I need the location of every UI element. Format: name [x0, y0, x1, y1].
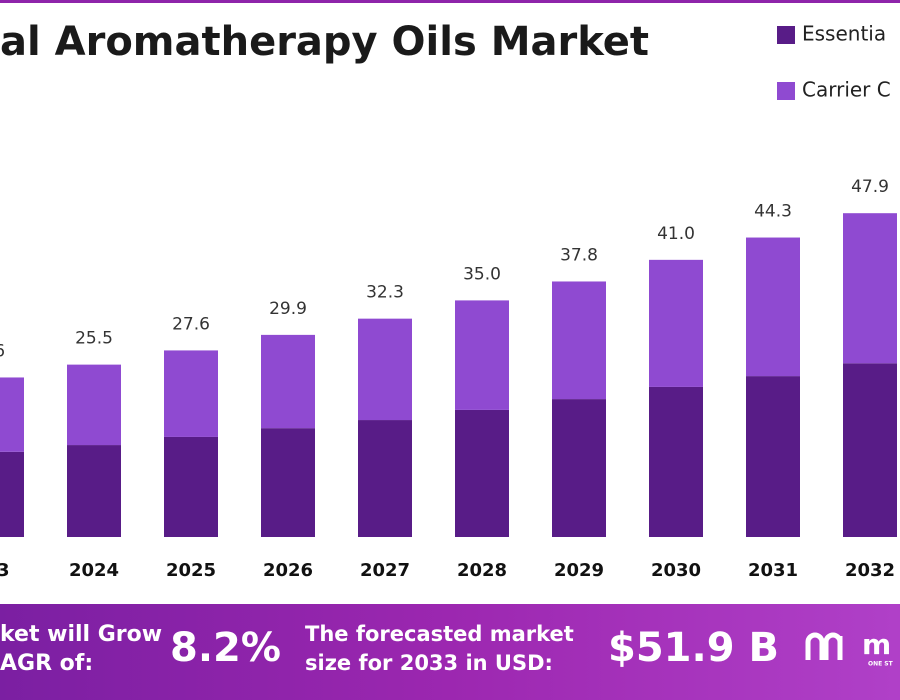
logo-sub: ONE ST [868, 661, 894, 668]
total-label: 35.0 [463, 264, 501, 284]
total-label: 32.3 [366, 283, 404, 303]
bar-segment [843, 213, 897, 364]
logo-icon [805, 632, 843, 660]
total-label: 44.3 [754, 202, 792, 222]
bar-segment [358, 420, 412, 537]
banner-text: AGR of: [0, 651, 93, 676]
bar-segment [455, 409, 509, 537]
top-border [0, 0, 900, 3]
x-tick-label: 2027 [360, 560, 410, 581]
bar-segment [746, 237, 800, 377]
bar-segment [843, 363, 897, 537]
market-size: $51.9 B [608, 625, 779, 671]
chart-title: al Aromatherapy Oils Market [0, 19, 649, 65]
x-tick-label: 2032 [845, 560, 895, 581]
x-tick-label: 2025 [166, 560, 216, 581]
total-label: 27.6 [172, 314, 210, 334]
logo: m [862, 628, 891, 661]
banner [0, 604, 900, 700]
x-tick-label: 23 [0, 560, 10, 581]
bar-segment [67, 364, 121, 446]
total-label: 37.8 [560, 245, 598, 265]
legend-swatch [777, 82, 795, 100]
banner-text: ket will Grow AGR of: 8.2% The forecaste… [0, 622, 894, 676]
x-tick-label: 2024 [69, 560, 119, 581]
x-tick-label: 2031 [748, 560, 798, 581]
total-label: .6 [0, 341, 5, 361]
bar-segment [0, 451, 24, 537]
total-label: 29.9 [269, 299, 307, 319]
x-tick-label: 2029 [554, 560, 604, 581]
plot: .6 23 25.5 2024 27.6 2025 29.9 2026 32.3 2027 35.0… [0, 177, 897, 581]
bar-segment [261, 428, 315, 537]
bar-segment [552, 399, 606, 537]
legend-label: Essentia [802, 22, 886, 46]
bar-segment [67, 445, 121, 537]
bar-segment [164, 350, 218, 437]
bar-segment [455, 300, 509, 410]
banner-text: ket will Grow [0, 622, 162, 647]
banner-text: size for 2033 in USD: [305, 651, 553, 675]
bar-segment [0, 377, 24, 452]
total-label: 47.9 [851, 177, 889, 197]
bar-segment [358, 318, 412, 421]
legend-label: Carrier C [802, 78, 891, 102]
legend-swatch [777, 26, 795, 44]
x-tick-label: 2030 [651, 560, 701, 581]
banner-text: The forecasted market [305, 622, 574, 646]
x-tick-label: 2026 [263, 560, 313, 581]
bar-segment [746, 376, 800, 537]
x-tick-label: 2028 [457, 560, 507, 581]
total-label: 41.0 [657, 224, 695, 244]
bar-segment [649, 259, 703, 387]
bar-segment [552, 281, 606, 400]
bar-segment [164, 436, 218, 537]
cagr: 8.2% [170, 625, 281, 671]
bar-segment [649, 386, 703, 537]
bar-segment [261, 334, 315, 429]
legend: Essentia Carrier C [777, 22, 891, 102]
total-label: 25.5 [75, 329, 113, 349]
